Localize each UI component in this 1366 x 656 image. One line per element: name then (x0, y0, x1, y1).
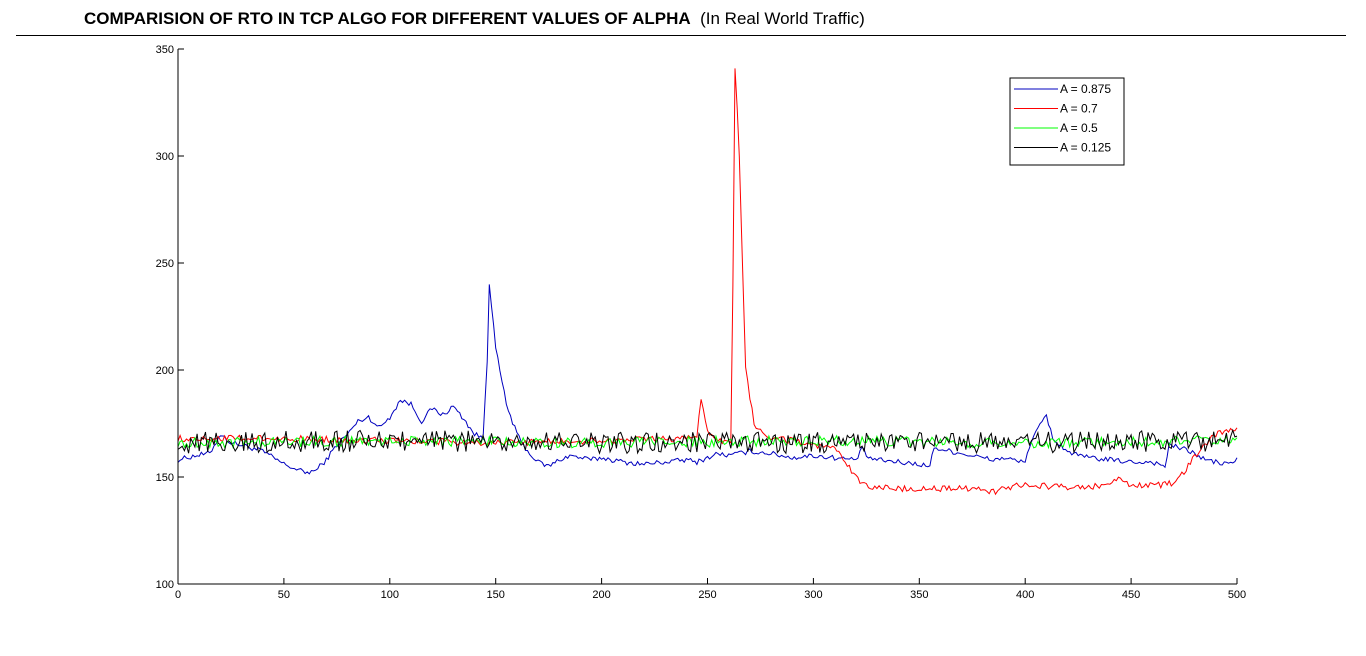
series-line-4 (177, 428, 1238, 455)
x-tick-label: 200 (592, 589, 610, 601)
chart-title: COMPARISION OF RTO IN TCP ALGO FOR DIFFE… (84, 9, 865, 29)
y-tick-label: 350 (156, 44, 174, 56)
title-divider (16, 35, 1346, 36)
x-tick-label: 50 (278, 589, 290, 601)
x-tick-label: 450 (1122, 589, 1140, 601)
legend-box (1009, 77, 1125, 166)
chart-title-subtitle: (In Real World Traffic) (700, 9, 865, 28)
chart-title-main: COMPARISION OF RTO IN TCP ALGO FOR DIFFE… (84, 9, 691, 28)
x-tick-label: 100 (381, 589, 399, 601)
x-tick-label: 400 (1016, 589, 1034, 601)
axes-layer: 0 50 100 150 200 250 300 350 400 450 500 100 150 200 2… (156, 44, 1247, 601)
x-tick-label: 350 (910, 589, 928, 601)
y-tick-label: 200 (156, 365, 174, 377)
x-tick-label: 250 (698, 589, 716, 601)
x-tick-label: 500 (1228, 589, 1246, 601)
x-tick-label: 300 (804, 589, 822, 601)
y-tick-label: 300 (156, 151, 174, 163)
y-tick-label: 150 (156, 472, 174, 484)
x-tick-label: 0 (175, 589, 181, 601)
legend: A = 0.875 A = 0.7 A = 0.5 A = 0.125 (1009, 77, 1125, 166)
series-layer (177, 68, 1238, 496)
x-tick-label: 150 (487, 589, 505, 601)
y-tick-label: 250 (156, 258, 174, 270)
legend-label: A = 0.125 (1060, 141, 1111, 155)
legend-label: A = 0.5 (1060, 121, 1098, 135)
series-line-3 (177, 434, 1238, 450)
legend-label: A = 0.875 (1060, 82, 1111, 96)
legend-label: A = 0.7 (1060, 102, 1098, 116)
y-tick-label: 100 (156, 579, 174, 591)
